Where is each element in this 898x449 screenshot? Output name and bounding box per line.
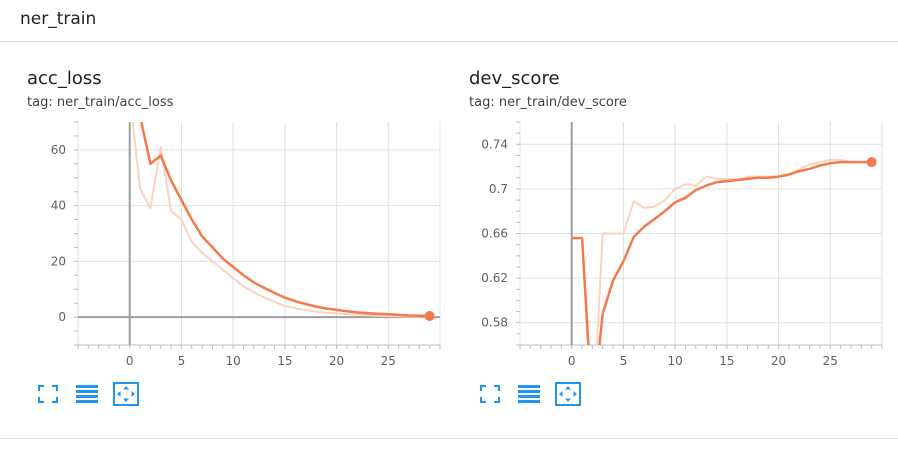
fit-domain-icon xyxy=(555,382,581,406)
series-line-smoothed xyxy=(571,160,872,345)
x-tick-label: 25 xyxy=(381,354,396,368)
grid xyxy=(519,122,883,345)
y-tick-label: 0.7 xyxy=(489,182,508,196)
fullscreen-button[interactable] xyxy=(35,382,61,406)
fullscreen-icon xyxy=(480,385,500,403)
x-tick-label: 20 xyxy=(771,354,786,368)
grid xyxy=(77,122,441,345)
last-point-marker xyxy=(424,311,435,322)
x-tick-label: 10 xyxy=(226,354,241,368)
fullscreen-icon xyxy=(38,385,58,403)
list-icon xyxy=(518,385,540,403)
y-tick-label: 40 xyxy=(51,199,66,213)
y-tick-label: 0.58 xyxy=(481,316,508,330)
x-tick-label: 25 xyxy=(823,354,838,368)
x-axis xyxy=(519,344,883,349)
chart-card-acc-loss: acc_loss tag: ner_train/acc_loss 0 5 10 15 2… xyxy=(8,60,448,420)
y-tick-label: 0.66 xyxy=(481,227,508,241)
x-tick-label: 0 xyxy=(126,354,134,368)
toggle-log-scale-button[interactable] xyxy=(516,382,542,406)
x-axis xyxy=(77,344,441,349)
chart-card-dev-score: dev_score tag: ner_train/dev_score 0 5 10 1… xyxy=(450,60,890,420)
fit-domain-icon xyxy=(113,382,139,406)
y-axis xyxy=(74,121,78,346)
x-tick-label: 15 xyxy=(719,354,734,368)
y-tick-label: 20 xyxy=(51,254,66,268)
y-tick-label: 0 xyxy=(58,310,66,324)
x-tick-label: 5 xyxy=(178,354,186,368)
section-title: ner_train xyxy=(20,9,97,29)
x-tick-label: 5 xyxy=(620,354,628,368)
y-tick-label: 0.74 xyxy=(481,137,508,151)
chart-tag: tag: ner_train/acc_loss xyxy=(27,95,174,110)
series-group xyxy=(131,122,430,318)
fullscreen-button[interactable] xyxy=(477,382,503,406)
x-tick-label: 10 xyxy=(668,354,683,368)
toggle-log-scale-button[interactable] xyxy=(74,382,100,406)
dev-score-chart[interactable]: 0 5 10 15 20 25 0.58 0.62 0.66 0.7 0.74 xyxy=(450,60,890,370)
section-divider xyxy=(0,438,898,439)
chart-tag: tag: ner_train/dev_score xyxy=(469,95,627,110)
series-line-raw xyxy=(571,158,872,345)
y-tick-label: 0.62 xyxy=(481,271,508,285)
y-tick-label: 60 xyxy=(51,143,66,157)
fit-domain-button[interactable] xyxy=(555,382,581,406)
acc-loss-chart[interactable]: 0 5 10 15 20 25 0 20 40 60 xyxy=(8,60,448,370)
section-header[interactable]: ner_train xyxy=(0,0,898,42)
fit-domain-button[interactable] xyxy=(113,382,139,406)
series-line-raw xyxy=(131,122,430,318)
series-line-smoothed xyxy=(140,122,430,318)
chart-title: dev_score xyxy=(469,68,560,89)
y-axis xyxy=(516,121,520,346)
last-point-marker xyxy=(866,157,877,168)
chart-title: acc_loss xyxy=(27,68,102,89)
x-tick-label: 15 xyxy=(277,354,292,368)
x-tick-label: 0 xyxy=(568,354,576,368)
list-icon xyxy=(76,385,98,403)
series-group xyxy=(571,158,872,345)
x-tick-label: 20 xyxy=(329,354,344,368)
